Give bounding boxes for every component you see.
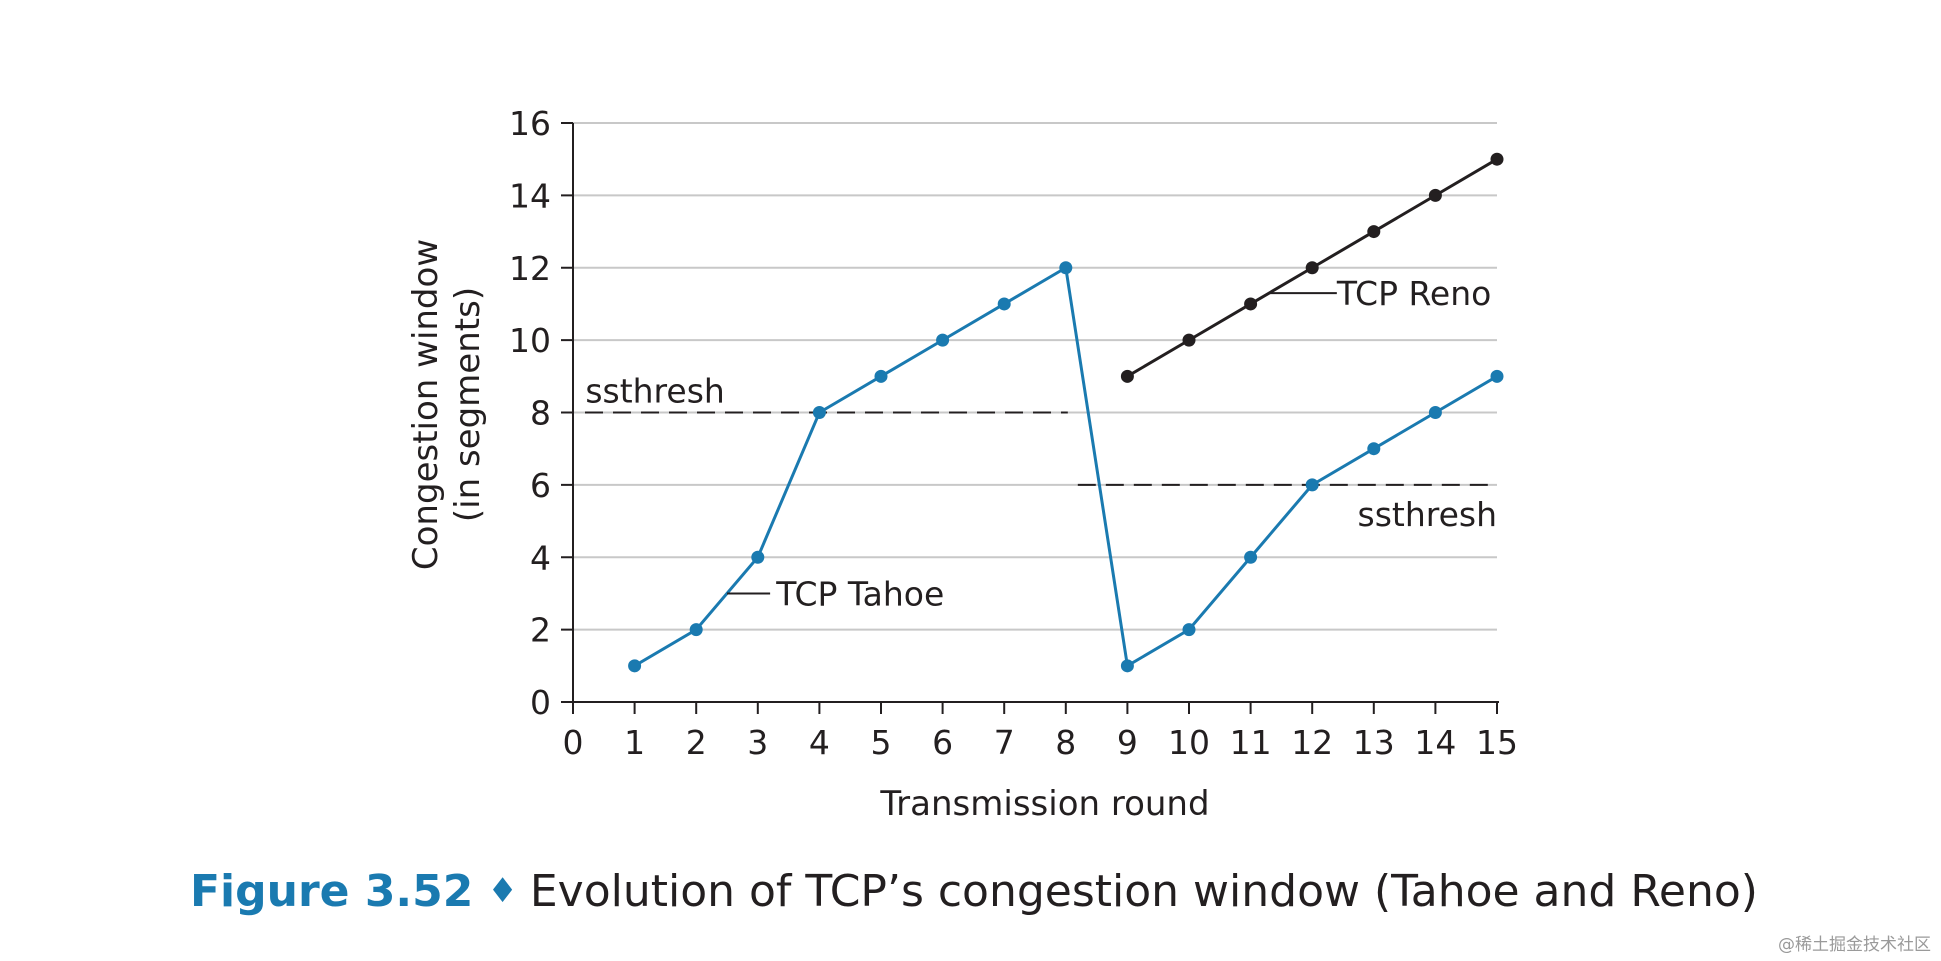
x-tick-label-1: 1 <box>624 723 645 762</box>
x-tick-label-8: 8 <box>1055 723 1076 762</box>
y-axis-title-line1: Congestion window <box>406 239 446 570</box>
tahoe-point-1 <box>628 659 642 673</box>
reno-point-15 <box>1490 152 1504 166</box>
x-tick-label-12: 12 <box>1291 723 1333 762</box>
ssthresh-lines <box>585 411 1497 486</box>
tahoe-point-13 <box>1367 442 1381 456</box>
ssthresh-label-2: ssthresh <box>1358 495 1498 534</box>
ssthresh-label-1: ssthresh <box>585 372 725 411</box>
y-tick-label-4: 4 <box>530 538 551 577</box>
figure-number: Figure 3.52 <box>190 866 474 917</box>
x-tick-label-0: 0 <box>563 723 584 762</box>
y-tick-label-14: 14 <box>509 176 551 215</box>
tahoe-point-15 <box>1490 369 1504 383</box>
watermark: @稀土掘金技术社区 <box>1778 935 1931 955</box>
data-series <box>628 152 1504 673</box>
tahoe-series-line <box>633 265 1498 669</box>
x-tick-label-13: 13 <box>1353 723 1395 762</box>
x-tick-label-4: 4 <box>809 723 830 762</box>
tahoe-point-8 <box>1059 261 1073 275</box>
tahoe-series-label: TCP Tahoe <box>775 574 944 613</box>
y-tick-label-2: 2 <box>530 611 551 650</box>
tahoe-point-14 <box>1428 406 1442 419</box>
y-tick-label-6: 6 <box>530 466 551 505</box>
x-tick-label-11: 11 <box>1230 723 1272 762</box>
reno-point-10 <box>1182 333 1196 347</box>
tahoe-point-7 <box>997 297 1011 311</box>
diamond-separator: ♦ <box>487 871 518 911</box>
x-tick-label-10: 10 <box>1168 723 1210 762</box>
tahoe-point-3 <box>751 550 765 564</box>
x-tick-label-6: 6 <box>932 723 953 762</box>
y-tick-label-12: 12 <box>509 249 551 288</box>
tahoe-point-6 <box>936 333 950 347</box>
y-axis-title-line2: (in segments) <box>448 287 488 522</box>
x-tick-label-3: 3 <box>747 723 768 762</box>
reno-point-12 <box>1305 261 1319 275</box>
y-tick-label-0: 0 <box>530 683 551 722</box>
reno-point-14 <box>1428 188 1442 202</box>
x-tick-label-14: 14 <box>1414 723 1456 762</box>
reno-series-label: TCP Reno <box>1336 274 1492 313</box>
figure-caption: Figure 3.52 ♦ Evolution of TCP’s congestio… <box>190 866 1758 917</box>
tahoe-point-2 <box>689 623 703 637</box>
tahoe-point-10 <box>1182 623 1196 637</box>
chart-labels: TCP Tahoe TCP Reno ssthresh ssthresh <box>585 274 1497 613</box>
reno-point-13 <box>1367 225 1381 239</box>
tahoe-point-5 <box>874 369 888 383</box>
x-tick-label-7: 7 <box>994 723 1015 762</box>
reno-point-9 <box>1120 369 1134 383</box>
y-tick-label-10: 10 <box>509 321 551 360</box>
x-tick-label-15: 15 <box>1476 723 1518 762</box>
tahoe-point-9 <box>1120 659 1134 673</box>
y-tick-label-8: 8 <box>530 394 551 433</box>
tahoe-point-12 <box>1305 478 1319 492</box>
x-axis-title: Transmission round <box>879 784 1209 824</box>
x-tick-label-9: 9 <box>1117 723 1138 762</box>
x-tick-label-5: 5 <box>871 723 892 762</box>
x-tick-label-2: 2 <box>686 723 707 762</box>
y-tick-label-16: 16 <box>509 104 551 143</box>
reno-point-11 <box>1244 297 1258 311</box>
tahoe-point-4 <box>812 406 826 419</box>
tahoe-point-11 <box>1244 550 1258 564</box>
caption-text: Evolution of TCP’s congestion window (Ta… <box>529 866 1758 917</box>
